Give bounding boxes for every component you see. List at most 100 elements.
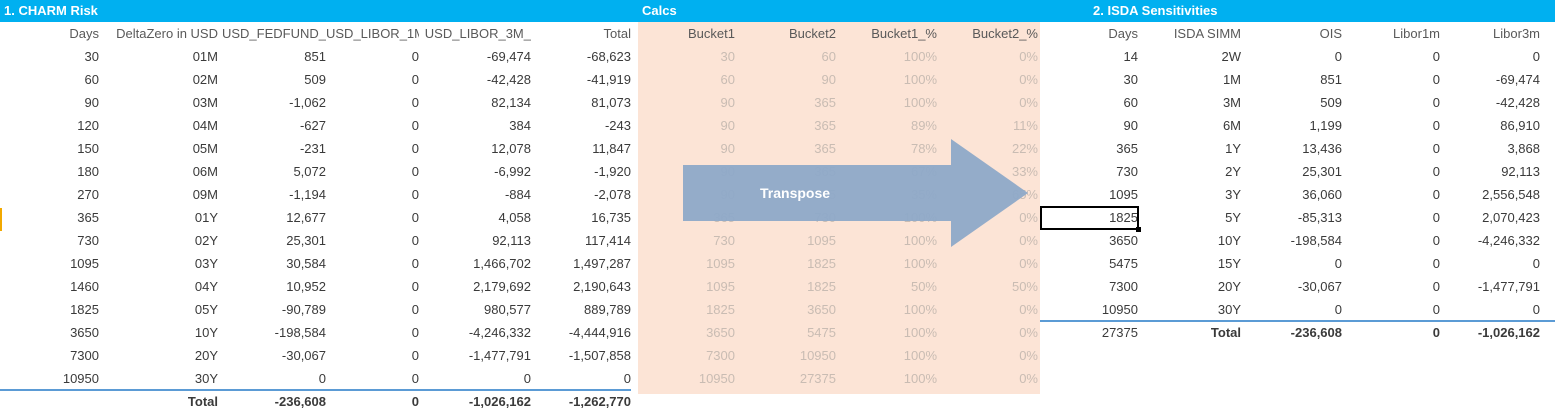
isda-total-value[interactable]: -236,608 [1290,325,1342,340]
charm-cell[interactable]: -30,067 [281,348,326,363]
charm-cell[interactable]: -90,789 [281,302,326,317]
charm-cell[interactable]: 0 [411,325,419,340]
charm-cell[interactable]: 06M [192,164,218,179]
charm-cell[interactable]: 4,058 [498,210,531,225]
charm-cell[interactable]: -1,477,791 [468,348,531,363]
calcs-cell[interactable]: 60 [821,49,836,64]
isda-cell[interactable]: 86,910 [1500,118,1540,133]
isda-cell[interactable]: 0 [1432,164,1440,179]
charm-cell[interactable]: 0 [411,141,419,156]
calcs-cell[interactable]: 365 [814,118,836,133]
calcs-cell[interactable]: 90 [821,72,836,87]
charm-cell[interactable]: 81,073 [591,95,631,110]
calcs-cell[interactable]: 100% [903,325,937,340]
isda-cell[interactable]: 1Y [1225,141,1241,156]
charm-cell[interactable]: 03M [192,95,218,110]
charm-cell[interactable]: 20Y [194,348,218,363]
calcs-cell[interactable]: 50% [1011,279,1038,294]
isda-cell[interactable]: -30,067 [1297,279,1342,294]
charm-cell[interactable]: 01M [192,49,218,64]
charm-cell[interactable]: 180 [77,164,99,179]
isda-cell[interactable]: 1825 [1109,210,1138,225]
charm-cell[interactable]: 0 [411,187,419,202]
calcs-cell[interactable]: 33% [1011,164,1038,179]
calcs-cell[interactable]: 100% [903,348,937,363]
calcs-cell[interactable]: 90 [720,95,735,110]
charm-cell[interactable]: -41,919 [586,72,631,87]
calcs-cell[interactable]: 89% [910,118,937,133]
charm-cell[interactable]: 30Y [194,371,218,386]
isda-cell[interactable]: 0 [1432,72,1440,87]
charm-cell[interactable]: 509 [304,72,326,87]
charm-cell[interactable]: -2,078 [594,187,631,202]
isda-cell[interactable]: 3,868 [1507,141,1540,156]
isda-cell[interactable]: 730 [1116,164,1138,179]
charm-cell[interactable]: 7300 [70,348,99,363]
calcs-cell[interactable]: 0% [1019,256,1038,271]
charm-cell[interactable]: -6,992 [494,164,531,179]
charm-cell[interactable]: 82,134 [491,95,531,110]
charm-cell[interactable]: 02M [192,72,218,87]
calcs-cell[interactable]: 78% [910,141,937,156]
isda-cell[interactable]: 0 [1432,256,1440,271]
calcs-cell[interactable]: 0% [1019,72,1038,87]
isda-cell[interactable]: 6M [1222,118,1241,133]
calcs-cell[interactable]: 11% [1012,118,1038,133]
calcs-cell[interactable]: 100% [903,371,937,386]
isda-cell[interactable]: 30Y [1217,302,1241,317]
charm-cell[interactable]: 0 [623,371,631,386]
charm-cell[interactable]: 1095 [70,256,99,271]
charm-cell[interactable]: -231 [299,141,326,156]
charm-column-header[interactable]: Total [603,26,631,41]
isda-cell[interactable]: 92,113 [1501,164,1540,179]
charm-cell[interactable]: 0 [318,371,326,386]
charm-cell[interactable]: 2,190,643 [573,279,631,294]
calcs-cell[interactable]: 22% [1011,141,1038,156]
charm-cell[interactable]: -68,623 [586,49,631,64]
charm-cell[interactable]: 2,179,692 [473,279,531,294]
charm-cell[interactable]: 60 [84,72,99,87]
calcs-cell[interactable]: 100% [903,302,937,317]
charm-cell[interactable]: 0 [411,302,419,317]
isda-total-value[interactable]: -1,026,162 [1477,325,1540,340]
isda-cell[interactable]: 60 [1123,95,1138,110]
calcs-column-header[interactable]: Bucket2 [789,26,836,41]
isda-cell[interactable]: 0 [1432,302,1440,317]
isda-cell[interactable]: 0 [1532,49,1540,64]
charm-total-value[interactable]: -1,262,770 [568,394,631,409]
calcs-cell[interactable]: 90 [720,141,735,156]
calcs-cell[interactable]: 100% [903,233,937,248]
isda-cell[interactable]: 509 [1320,95,1342,110]
calcs-column-header[interactable]: Bucket1 [688,26,735,41]
isda-cell[interactable]: 0 [1432,118,1440,133]
charm-cell[interactable]: 0 [411,164,419,179]
charm-total-value[interactable]: -1,026,162 [468,394,531,409]
calcs-column-header[interactable]: Bucket1_% [871,26,937,41]
isda-cell[interactable]: 0 [1432,233,1440,248]
charm-cell[interactable]: 0 [411,256,419,271]
charm-cell[interactable]: -4,246,332 [468,325,531,340]
charm-total-value[interactable]: -236,608 [274,394,326,409]
calcs-cell[interactable]: 0% [1019,325,1038,340]
charm-cell[interactable]: 30,584 [286,256,326,271]
charm-cell[interactable]: -42,428 [486,72,531,87]
isda-cell[interactable]: -198,584 [1290,233,1342,248]
calcs-cell[interactable]: 90 [720,118,735,133]
calcs-cell[interactable]: 0% [1019,302,1038,317]
charm-cell[interactable]: 04Y [194,279,218,294]
charm-cell[interactable]: 10,952 [286,279,326,294]
charm-cell[interactable]: 0 [411,371,419,386]
isda-total-value[interactable]: 0 [1432,325,1440,340]
isda-cell[interactable]: 851 [1320,72,1342,87]
charm-cell[interactable]: 0 [411,72,419,87]
calcs-cell[interactable]: 60 [720,72,735,87]
isda-cell[interactable]: -4,246,332 [1477,233,1540,248]
calcs-cell[interactable]: 100% [903,256,937,271]
charm-cell[interactable]: 1460 [70,279,99,294]
isda-cell[interactable]: 1095 [1109,187,1138,202]
charm-column-header[interactable]: USD_LIBOR_1M [326,26,419,41]
charm-cell[interactable]: 05Y [194,302,218,317]
isda-column-header[interactable]: ISDA SIMM [1173,26,1241,41]
charm-cell[interactable]: -1,920 [594,164,631,179]
calcs-cell[interactable]: 10950 [698,371,735,386]
